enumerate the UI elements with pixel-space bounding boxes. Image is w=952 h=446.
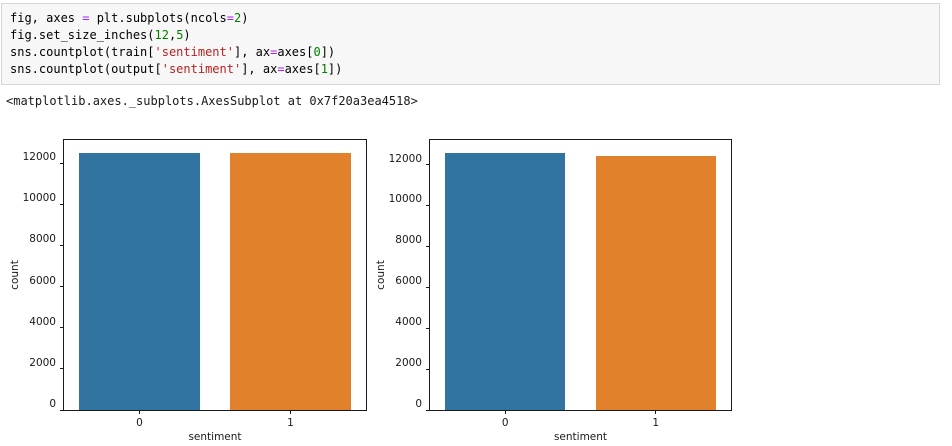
- code-token: 'sentiment': [154, 45, 234, 59]
- code-token: plt.subplots(ncols: [89, 11, 227, 25]
- code-token: sns.countplot(train[: [10, 45, 155, 59]
- code-token: sns.countplot(output[: [10, 62, 162, 76]
- y-tick-label: 8000: [395, 234, 422, 247]
- subplot-axes-left: 0 2000 4000 6000 8000 10000 12000 0 1 sentiment co…: [9, 139, 367, 443]
- code-token: ]): [320, 45, 336, 59]
- y-tick-label: 12000: [388, 152, 422, 165]
- code-line: fig, axes = plt.subplots(ncols=2): [10, 10, 931, 27]
- code-line: fig.set_size_inches(12,5): [10, 27, 931, 44]
- code-token: 0: [313, 45, 321, 59]
- y-tick-label: 0: [49, 398, 56, 410]
- execution-result-text: <matplotlib.axes._subplots.AxesSubplot a…: [6, 94, 418, 108]
- x-tick-label: 0: [501, 417, 509, 429]
- y-tick: [426, 286, 430, 288]
- subplot-axes-right: 0 2000 4000 6000 8000 10000 12000 0 1 sentiment co…: [375, 139, 732, 443]
- y-tick-label: 4000: [29, 315, 56, 328]
- y-tick-label: 8000: [29, 233, 56, 246]
- x-axis-label: sentiment: [188, 431, 242, 443]
- y-tick-label: 4000: [395, 316, 422, 329]
- y-tick-label: 6000: [29, 274, 56, 287]
- y-tick-label: 2000: [29, 356, 56, 369]
- code-token: ): [241, 11, 249, 25]
- code-token: =: [82, 11, 90, 25]
- y-tick-label: 2000: [395, 357, 422, 370]
- y-tick: [60, 368, 64, 370]
- x-tick: [504, 410, 506, 414]
- x-tick-label: 1: [287, 417, 294, 429]
- code-line: sns.countplot(output['sentiment'], ax=ax…: [10, 61, 931, 78]
- y-tick: [426, 164, 430, 166]
- bar-category-0: [79, 152, 200, 410]
- y-tick-label: 6000: [395, 275, 422, 288]
- y-tick-label: 10000: [388, 193, 422, 206]
- code-token: 12: [154, 28, 169, 42]
- y-tick: [60, 244, 64, 246]
- code-token: =: [277, 62, 285, 76]
- code-token: 5: [176, 28, 184, 42]
- bar-category-0: [445, 152, 566, 410]
- code-token: ): [183, 28, 191, 42]
- y-tick: [426, 204, 430, 206]
- bar-category-1: [230, 152, 351, 410]
- code-token: =: [270, 45, 278, 59]
- y-tick: [60, 162, 64, 164]
- x-tick: [139, 410, 140, 414]
- x-tick: [290, 410, 291, 414]
- y-tick: [60, 286, 64, 288]
- y-tick: [426, 368, 430, 370]
- code-token: axes[: [277, 45, 314, 59]
- y-tick-label: 10000: [22, 192, 56, 205]
- x-tick-label: 0: [136, 417, 143, 429]
- y-tick: [426, 327, 430, 329]
- code-token: 1: [320, 62, 328, 76]
- code-token: ]): [327, 62, 343, 76]
- y-tick: [60, 327, 64, 329]
- code-token: axes[: [284, 62, 321, 76]
- x-tick: [655, 410, 657, 414]
- code-token: =: [226, 11, 234, 25]
- code-token: fig.set_size_inches(: [10, 28, 155, 42]
- x-tick-label: 1: [652, 417, 660, 429]
- code-line: sns.countplot(train['sentiment'], ax=axe…: [10, 44, 931, 61]
- code-token: fig, axes: [10, 11, 83, 25]
- code-token: ], ax: [233, 45, 271, 59]
- y-tick: [426, 245, 430, 247]
- y-tick-label: 0: [415, 398, 422, 410]
- bar-category-1: [595, 155, 716, 410]
- y-axis-label: count: [375, 260, 387, 290]
- code-cell[interactable]: fig, axes = plt.subplots(ncols=2) fig.set…: [1, 3, 940, 85]
- y-tick-label: 12000: [22, 151, 56, 164]
- y-tick: [60, 409, 64, 411]
- matplotlib-figure: 0 2000 4000 6000 8000 10000 12000 0 1 sentiment co…: [0, 130, 952, 446]
- code-token: ,: [168, 28, 177, 42]
- code-token: 2: [234, 11, 242, 25]
- x-axis-label: sentiment: [553, 431, 608, 443]
- y-tick: [426, 409, 430, 411]
- code-editor[interactable]: fig, axes = plt.subplots(ncols=2) fig.set…: [10, 10, 931, 78]
- y-axis-label: count: [9, 260, 21, 290]
- code-token: 'sentiment': [161, 62, 242, 76]
- y-tick: [60, 203, 64, 205]
- code-token: ], ax: [241, 62, 278, 76]
